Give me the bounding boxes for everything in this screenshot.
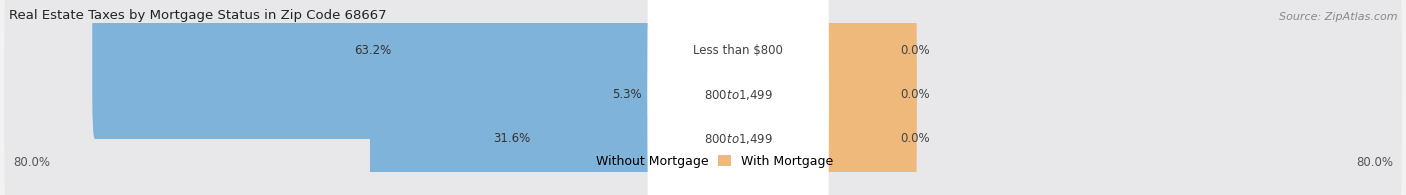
FancyBboxPatch shape bbox=[824, 6, 917, 183]
FancyBboxPatch shape bbox=[4, 3, 1402, 186]
Text: 63.2%: 63.2% bbox=[354, 43, 391, 57]
Text: 80.0%: 80.0% bbox=[13, 156, 51, 169]
FancyBboxPatch shape bbox=[648, 0, 828, 139]
Text: $800 to $1,499: $800 to $1,499 bbox=[703, 88, 773, 102]
Text: 0.0%: 0.0% bbox=[901, 88, 931, 101]
Text: 0.0%: 0.0% bbox=[901, 43, 931, 57]
FancyBboxPatch shape bbox=[648, 6, 828, 183]
FancyBboxPatch shape bbox=[93, 0, 652, 139]
FancyBboxPatch shape bbox=[824, 0, 917, 139]
Text: 31.6%: 31.6% bbox=[494, 132, 530, 145]
FancyBboxPatch shape bbox=[602, 6, 652, 183]
FancyBboxPatch shape bbox=[4, 47, 1402, 195]
Text: 5.3%: 5.3% bbox=[612, 88, 641, 101]
FancyBboxPatch shape bbox=[4, 0, 1402, 142]
Text: Real Estate Taxes by Mortgage Status in Zip Code 68667: Real Estate Taxes by Mortgage Status in … bbox=[8, 9, 387, 22]
FancyBboxPatch shape bbox=[648, 50, 828, 195]
Text: Source: ZipAtlas.com: Source: ZipAtlas.com bbox=[1278, 12, 1398, 22]
FancyBboxPatch shape bbox=[824, 50, 917, 195]
Legend: Without Mortgage, With Mortgage: Without Mortgage, With Mortgage bbox=[568, 150, 838, 173]
Text: $800 to $1,499: $800 to $1,499 bbox=[703, 132, 773, 146]
Text: Less than $800: Less than $800 bbox=[693, 43, 783, 57]
Text: 0.0%: 0.0% bbox=[901, 132, 931, 145]
FancyBboxPatch shape bbox=[370, 50, 652, 195]
Text: 80.0%: 80.0% bbox=[1355, 156, 1393, 169]
